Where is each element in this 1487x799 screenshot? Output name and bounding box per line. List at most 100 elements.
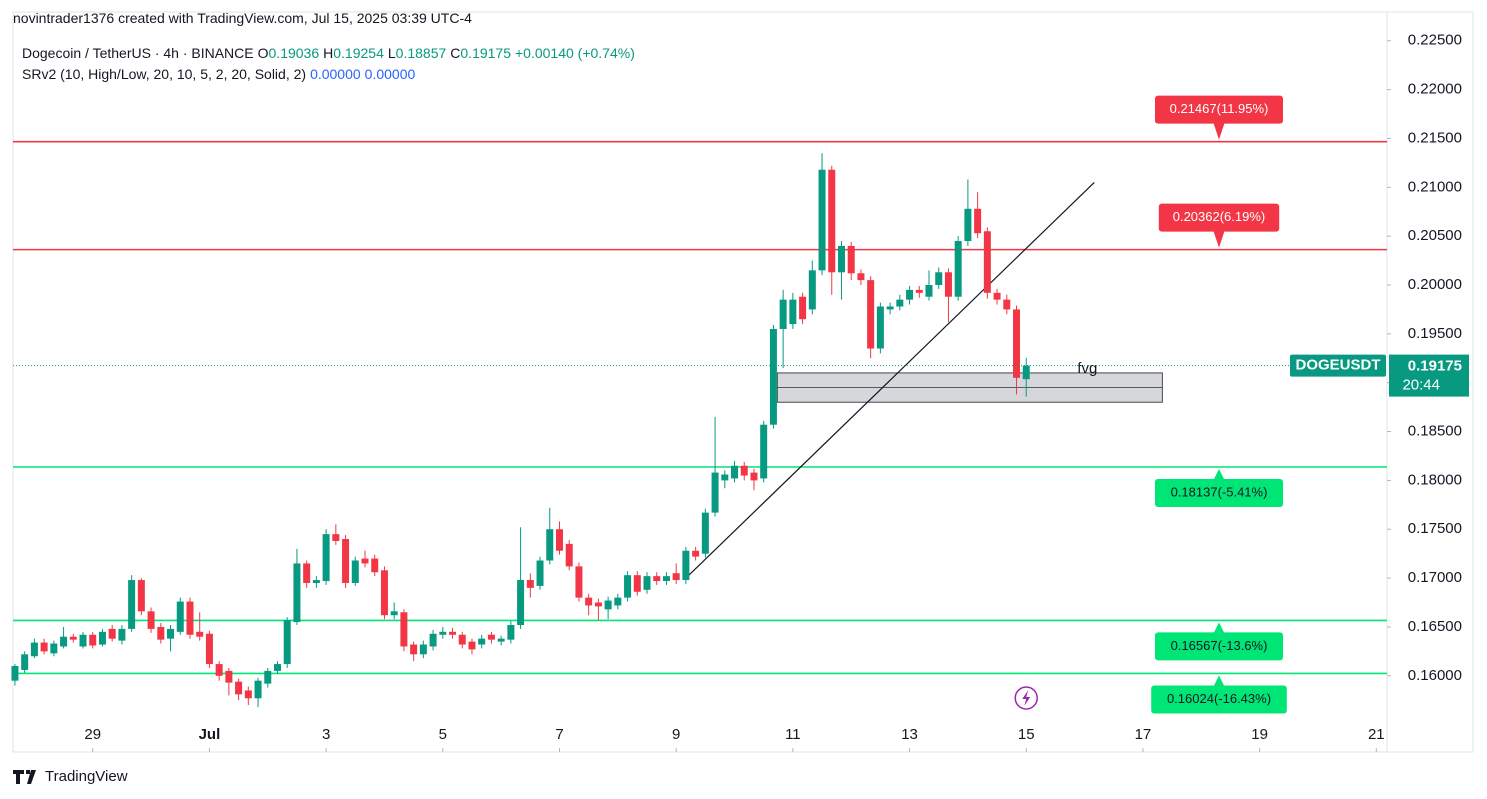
candle-body <box>740 465 748 476</box>
candle-body <box>857 273 865 281</box>
event-bolt <box>1022 690 1031 706</box>
y-tick-label: 0.22000 <box>1408 81 1462 98</box>
candle-body <box>69 636 77 640</box>
candle-body <box>643 576 651 590</box>
candle-body <box>799 296 807 320</box>
candle-body <box>40 642 48 652</box>
candle-body <box>205 633 213 665</box>
candle-body <box>507 624 515 640</box>
candle-body <box>283 620 291 665</box>
header: novintrader1376 created with TradingView… <box>13 10 472 26</box>
candle-body <box>312 580 320 583</box>
countdown: 20:44 <box>1402 377 1440 394</box>
candle-body <box>264 670 272 684</box>
candle-body <box>118 628 126 641</box>
level-pointer <box>1213 675 1225 688</box>
candle-body <box>322 534 330 582</box>
candle-body <box>604 600 612 610</box>
price-tag-box <box>1389 354 1469 397</box>
candle-body <box>361 558 369 564</box>
candle-body <box>789 299 797 325</box>
candle-body <box>828 169 836 273</box>
logo <box>13 769 36 784</box>
candle-body <box>497 638 505 642</box>
candle-body <box>60 636 68 647</box>
indicator-value: 0.00000 <box>310 66 361 82</box>
candle-body <box>478 638 486 645</box>
candle-body <box>215 664 223 676</box>
candle-body <box>371 558 379 573</box>
candle-body <box>837 245 845 273</box>
x-tick-label: 13 <box>901 726 918 743</box>
candle-body <box>779 299 787 329</box>
candle-body <box>79 634 87 647</box>
candle-body <box>293 563 301 623</box>
plot-frame <box>12 11 1474 753</box>
candle-body <box>886 306 894 310</box>
brand: TradingView <box>45 768 128 785</box>
candle-body <box>351 560 359 583</box>
candle-body <box>672 573 680 581</box>
candle-body <box>128 580 136 629</box>
x-tick-label: 21 <box>1368 726 1385 743</box>
candle-body <box>11 666 19 681</box>
y-tick-label: 0.16000 <box>1408 667 1462 684</box>
level-pointer <box>1213 229 1225 248</box>
candle-body <box>555 529 563 551</box>
candle-body <box>808 270 816 310</box>
ohlc-key: L <box>387 45 396 61</box>
candle-body <box>244 690 252 699</box>
x-tick-label: 15 <box>1018 726 1035 743</box>
symbol-legend: Dogecoin / TetherUS · 4h · BINANCE O0.190… <box>22 45 639 61</box>
candle-body <box>721 474 729 481</box>
candle-body <box>390 611 398 616</box>
level-label: 0.16024(-16.43%) <box>1167 691 1271 706</box>
candle-body <box>380 570 388 616</box>
x-tick-label: 11 <box>785 726 801 743</box>
candle-body <box>50 643 58 654</box>
candle-body <box>439 631 447 635</box>
candle-body <box>137 580 145 612</box>
candle-body <box>954 241 962 297</box>
x-tick-label: 29 <box>84 726 101 743</box>
change: +0.00140 (+0.74%) <box>515 45 635 61</box>
candle-body <box>526 580 534 588</box>
level-label-box <box>1155 632 1283 661</box>
candle-body <box>147 611 155 629</box>
x-tick-label: Jul <box>199 726 221 743</box>
indicator-legend: SRv2 (10, High/Low, 20, 10, 5, 2, 20, So… <box>22 66 419 82</box>
x-tick-label: 3 <box>322 726 330 743</box>
candle-body <box>867 280 875 349</box>
ohlc-key: H <box>323 45 334 61</box>
candle-body <box>925 284 933 297</box>
candle-body <box>186 601 194 635</box>
candle-body <box>157 626 165 640</box>
y-tick-label: 0.20000 <box>1408 276 1462 293</box>
candle-body <box>30 642 38 657</box>
candle-body <box>273 664 281 671</box>
y-tick-label: 0.16500 <box>1408 618 1462 635</box>
candle-body <box>594 602 602 607</box>
candle-body <box>974 208 982 234</box>
candle-body <box>731 465 739 479</box>
x-tick-label: 5 <box>439 726 447 743</box>
candle-body <box>517 580 525 625</box>
level-label-box <box>1155 95 1283 124</box>
candle-body <box>487 634 495 640</box>
level-label-box <box>1155 479 1283 508</box>
symbol-title: Dogecoin / TetherUS · 4h · BINANCE <box>22 45 254 61</box>
candle-body <box>662 576 670 582</box>
indicator-value: 0.00000 <box>364 66 416 82</box>
candle-body <box>624 575 632 598</box>
candle-body <box>818 169 826 271</box>
ohlc-value: 0.19175 <box>460 45 511 61</box>
y-tick-label: 0.21500 <box>1408 129 1462 146</box>
candle-body <box>1003 299 1011 310</box>
ohlc-value: 0.19036 <box>268 45 320 61</box>
level-label-box <box>1151 685 1287 714</box>
candle-body <box>692 550 700 557</box>
level-label: 0.20362(6.19%) <box>1173 209 1266 224</box>
level-pointer <box>1213 121 1225 140</box>
x-tick-label: 19 <box>1251 726 1268 743</box>
